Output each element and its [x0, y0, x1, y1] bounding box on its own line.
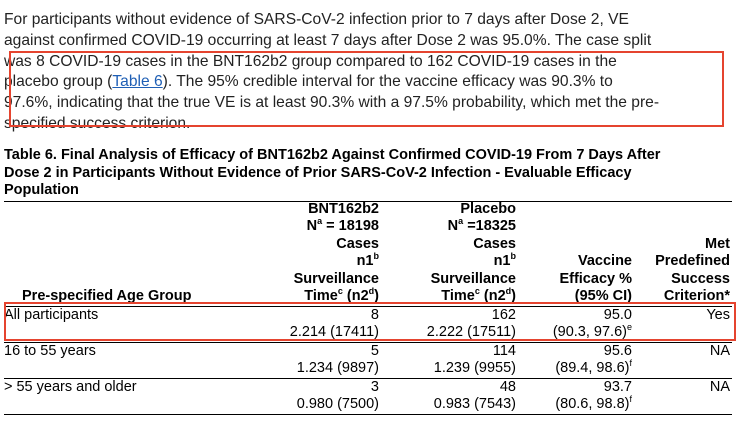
header-placebo-time: Timec (n2d) — [441, 286, 516, 304]
header-placebo-n: Na =18325 — [447, 216, 516, 234]
row-ci: (89.4, 98.6)f — [555, 358, 632, 376]
row-met: Yes — [706, 307, 730, 323]
row-ve: 93.7 — [603, 379, 632, 395]
header-placebo-n1: n1b — [493, 251, 516, 269]
paragraph-text: ). The 95% credible interval for the vac… — [162, 73, 613, 91]
row-placebo-time: 0.983 (7543) — [433, 396, 516, 412]
row-placebo-time: 2.222 (17511) — [426, 324, 516, 340]
header-placebo-surveillance: Surveillance — [430, 271, 516, 287]
header-placebo-cases: Cases — [473, 236, 516, 252]
header-ve-line3: (95% CI) — [574, 288, 632, 304]
header-ve-line1: Vaccine — [577, 253, 632, 269]
row-bnt-cases: 3 — [370, 379, 379, 395]
row-age-group: 16 to 55 years — [4, 343, 96, 359]
header-met-line3: Success — [671, 271, 730, 287]
header-bnt-name: BNT162b2 — [308, 201, 379, 217]
row-divider — [4, 342, 732, 343]
table-caption: Table 6. Final Analysis of Efficacy of B… — [4, 147, 729, 200]
header-age-group: Pre-specified Age Group — [22, 288, 192, 304]
table-bottom-rule — [4, 414, 732, 415]
row-placebo-time: 1.239 (9955) — [433, 360, 516, 376]
caption-line: Population — [4, 182, 79, 198]
header-bnt-time: Timec (n2d) — [304, 286, 379, 304]
header-bnt-n: Na = 18198 — [306, 216, 379, 234]
header-bnt-surveillance: Surveillance — [293, 271, 379, 287]
header-ve-line2: Efficacy % — [559, 271, 632, 287]
paragraph-line: against confirmed COVID-19 occurring at … — [4, 31, 652, 49]
header-bnt-cases: Cases — [336, 236, 379, 252]
header-met-line4: Criterion* — [663, 288, 730, 304]
paragraph-line: For participants without evidence of SAR… — [4, 11, 629, 28]
paragraph-line: placebo group (Table 6). The 95% credibl… — [4, 72, 734, 93]
header-bnt-n1: n1b — [356, 251, 379, 269]
row-ci: (80.6, 98.8)f — [555, 394, 632, 412]
row-bnt-cases: 8 — [370, 307, 379, 323]
row-met: NA — [709, 343, 730, 359]
row-placebo-cases: 162 — [491, 307, 516, 323]
row-age-group: > 55 years and older — [4, 379, 137, 395]
caption-line: Table 6. Final Analysis of Efficacy of B… — [4, 147, 661, 163]
row-divider — [4, 378, 732, 379]
row-placebo-cases: 48 — [499, 379, 516, 395]
row-bnt-cases: 5 — [370, 343, 379, 359]
caption-line: Dose 2 in Participants Without Evidence … — [4, 164, 632, 181]
row-met: NA — [709, 379, 730, 395]
row-ve: 95.0 — [603, 307, 632, 323]
efficacy-paragraph: For participants without evidence of SAR… — [4, 10, 734, 135]
row-age-group: All participants — [4, 307, 99, 323]
paragraph-line: specified success criterion. — [4, 114, 191, 132]
table-6-link[interactable]: Table 6 — [112, 73, 163, 91]
row-bnt-time: 1.234 (9897) — [296, 360, 379, 376]
header-placebo-name: Placebo — [460, 201, 516, 217]
header-met-line1: Met — [705, 236, 730, 252]
row-placebo-cases: 114 — [492, 343, 516, 359]
row-ci: (90.3, 97.6)e — [552, 322, 632, 340]
paragraph-line: 97.6%, indicating that the true VE is at… — [4, 94, 660, 112]
paragraph-text: placebo group ( — [4, 73, 113, 91]
header-met-line2: Predefined — [655, 253, 730, 269]
row-ve: 95.6 — [603, 343, 632, 359]
row-bnt-time: 2.214 (17411) — [289, 324, 379, 340]
table-header-rule — [4, 306, 732, 307]
paragraph-line: was 8 COVID-19 cases in the BNT162b2 gro… — [4, 52, 617, 70]
row-bnt-time: 0.980 (7500) — [296, 396, 379, 412]
table-top-rule — [4, 201, 732, 202]
